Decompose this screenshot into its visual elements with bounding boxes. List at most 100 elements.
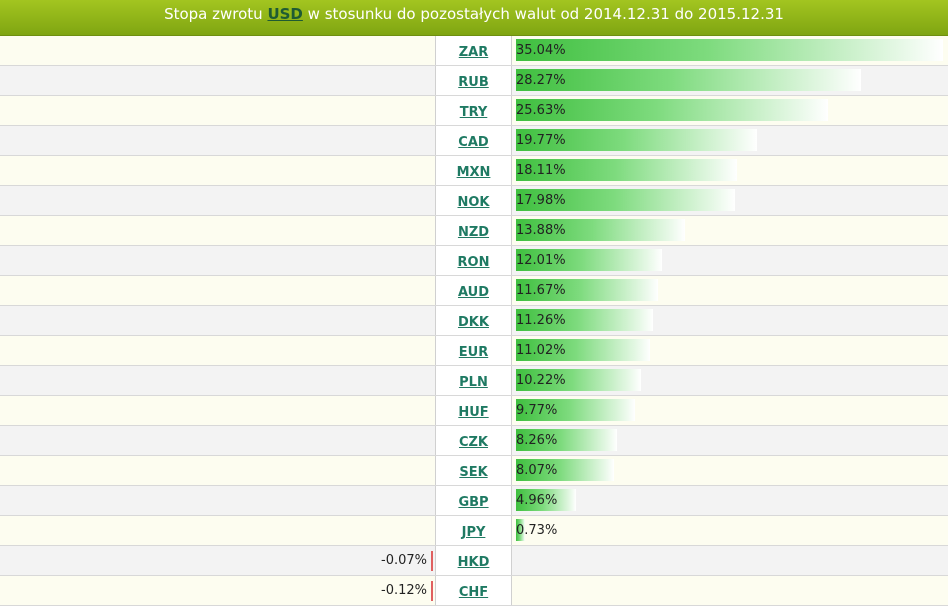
currency-link-cad[interactable]: CAD: [458, 135, 489, 150]
positive-cell: 8.26%: [512, 426, 948, 455]
currency-link-aud[interactable]: AUD: [457, 285, 489, 300]
currency-cell: MXN: [436, 156, 512, 185]
value-label-nok: 17.98%: [516, 193, 566, 208]
negative-cell: [0, 186, 436, 215]
negative-cell: [0, 336, 436, 365]
bar-zar: [516, 39, 943, 61]
header-suffix: w stosunku do pozostałych walut od 2014.…: [307, 5, 784, 23]
table-row: CZK 8.26%: [0, 426, 948, 456]
currency-link-dkk[interactable]: DKK: [458, 315, 489, 330]
table-row: TRY 25.63%: [0, 96, 948, 126]
chart-header: Stopa zwrotu USD w stosunku do pozostały…: [0, 0, 948, 36]
currency-cell: EUR: [436, 336, 512, 365]
table-row: RON 12.01%: [0, 246, 948, 276]
positive-cell: 12.01%: [512, 246, 948, 275]
currency-link-sek[interactable]: SEK: [459, 465, 488, 480]
currency-cell: RUB: [436, 66, 512, 95]
currency-link-mxn[interactable]: MXN: [456, 165, 491, 180]
value-label-hkd: -0.07%: [381, 553, 427, 568]
currency-cell: DKK: [436, 306, 512, 335]
currency-link-rub[interactable]: RUB: [458, 75, 489, 90]
positive-cell: 13.88%: [512, 216, 948, 245]
negative-cell: [0, 396, 436, 425]
negative-cell: [0, 156, 436, 185]
currency-cell: CHF: [436, 576, 512, 605]
currency-link-ron[interactable]: RON: [457, 255, 490, 270]
bar-mxn: [516, 159, 737, 181]
bar-huf: [516, 399, 636, 421]
table-row: DKK 11.26%: [0, 306, 948, 336]
bar-rub: [516, 69, 861, 91]
currency-link-huf[interactable]: HUF: [458, 405, 489, 420]
currency-cell: HUF: [436, 396, 512, 425]
bar-dkk: [516, 309, 654, 331]
currency-cell: RON: [436, 246, 512, 275]
table-row: EUR 11.02%: [0, 336, 948, 366]
currency-cell: ZAR: [436, 36, 512, 65]
bar-pln: [516, 369, 641, 391]
bar-aud: [516, 279, 659, 301]
value-label-cad: 19.77%: [516, 133, 566, 148]
header-prefix: Stopa zwrotu: [164, 5, 263, 23]
table-row: PLN 10.22%: [0, 366, 948, 396]
return-chart: ZAR 35.04% RUB 28.27% TRY 25.63% CAD 19.77% MXN 1…: [0, 36, 948, 606]
table-row: JPY 0.73%: [0, 516, 948, 546]
table-row: SEK 8.07%: [0, 456, 948, 486]
negative-cell: [0, 96, 436, 125]
value-label-gbp: 4.96%: [516, 493, 558, 508]
currency-link-try[interactable]: TRY: [459, 105, 488, 120]
table-row: HUF 9.77%: [0, 396, 948, 426]
currency-cell: TRY: [436, 96, 512, 125]
table-row: -0.12% CHF: [0, 576, 948, 606]
value-label-pln: 10.22%: [516, 373, 566, 388]
currency-link-gbp[interactable]: GBP: [458, 495, 489, 510]
negative-cell: -0.07%: [0, 546, 436, 575]
negative-cell: -0.12%: [0, 576, 436, 605]
positive-cell: 11.26%: [512, 306, 948, 335]
negative-cell: [0, 306, 436, 335]
currency-link-nzd[interactable]: NZD: [457, 225, 490, 240]
positive-cell: 19.77%: [512, 126, 948, 155]
currency-cell: AUD: [436, 276, 512, 305]
currency-cell: NOK: [436, 186, 512, 215]
negative-cell: [0, 66, 436, 95]
currency-cell: PLN: [436, 366, 512, 395]
positive-cell: 11.02%: [512, 336, 948, 365]
currency-link-czk[interactable]: CZK: [458, 435, 489, 450]
value-label-eur: 11.02%: [516, 343, 566, 358]
currency-link-jpy[interactable]: JPY: [461, 525, 486, 540]
currency-link-nok[interactable]: NOK: [457, 195, 490, 210]
bar-hkd: [431, 551, 433, 571]
base-currency-link[interactable]: USD: [267, 5, 303, 23]
negative-cell: [0, 366, 436, 395]
value-label-ron: 12.01%: [516, 253, 566, 268]
table-row: AUD 11.67%: [0, 276, 948, 306]
positive-cell: 8.07%: [512, 456, 948, 485]
bar-try: [516, 99, 829, 121]
currency-cell: JPY: [436, 516, 512, 545]
value-label-chf: -0.12%: [381, 583, 427, 598]
value-label-jpy: 0.73%: [516, 523, 558, 538]
currency-link-hkd[interactable]: HKD: [457, 555, 490, 570]
table-row: MXN 18.11%: [0, 156, 948, 186]
bar-gbp: [516, 489, 577, 511]
negative-cell: [0, 126, 436, 155]
currency-link-pln[interactable]: PLN: [459, 375, 488, 390]
value-label-dkk: 11.26%: [516, 313, 566, 328]
table-row: NOK 17.98%: [0, 186, 948, 216]
positive-cell: 28.27%: [512, 66, 948, 95]
negative-cell: [0, 486, 436, 515]
positive-cell: 18.11%: [512, 156, 948, 185]
currency-link-zar[interactable]: ZAR: [458, 45, 489, 60]
bar-eur: [516, 339, 651, 361]
positive-cell: 17.98%: [512, 186, 948, 215]
currency-cell: SEK: [436, 456, 512, 485]
positive-cell: [512, 546, 948, 575]
bar-chf: [431, 581, 433, 601]
currency-link-eur[interactable]: EUR: [458, 345, 489, 360]
positive-cell: 10.22%: [512, 366, 948, 395]
value-label-rub: 28.27%: [516, 73, 566, 88]
positive-cell: 4.96%: [512, 486, 948, 515]
negative-cell: [0, 246, 436, 275]
currency-cell: CAD: [436, 126, 512, 155]
